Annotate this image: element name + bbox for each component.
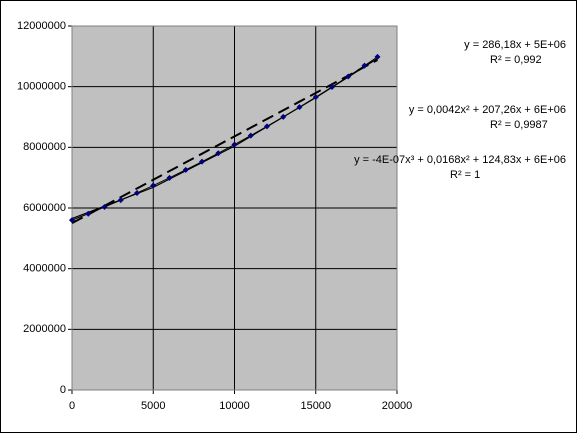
marker: [101, 204, 108, 211]
marker: [312, 94, 319, 101]
trendline-equation: R² = 1: [450, 169, 480, 181]
series-line: [71, 56, 378, 221]
trendline-equation: y = 0,0042x² + 207,26x + 6E+06: [409, 104, 566, 116]
x-tick-label: 0: [69, 400, 75, 412]
y-tick-label: 6000000: [23, 202, 66, 214]
x-tick-label: 20000: [382, 400, 413, 412]
marker: [264, 123, 270, 130]
trendline-equation: R² = 0,9987: [490, 119, 548, 131]
marker: [215, 150, 222, 157]
x-tick-label: 5000: [141, 400, 165, 412]
x-tick-label: 10000: [219, 400, 250, 412]
y-tick-label: 4000000: [23, 263, 66, 275]
marker: [296, 104, 303, 111]
marker: [280, 113, 287, 120]
y-tick-label: 10000000: [17, 81, 66, 93]
y-tick-label: 2000000: [23, 323, 66, 335]
plot-border: [71, 25, 398, 391]
y-tick-label: 12000000: [17, 20, 66, 32]
marker: [134, 189, 140, 196]
trendline: [71, 59, 378, 225]
y-tick-label: 0: [60, 384, 66, 396]
marker: [182, 166, 189, 173]
trendline-equation: y = 286,18x + 5E+06: [464, 39, 566, 51]
marker: [166, 174, 173, 181]
marker: [117, 197, 124, 204]
marker: [345, 73, 352, 80]
marker: [361, 62, 368, 69]
marker: [150, 182, 157, 189]
x-tick-label: 15000: [300, 400, 331, 412]
marker: [199, 158, 205, 165]
marker: [329, 83, 335, 90]
trendline-equation: R² = 0,992: [490, 54, 542, 66]
marker: [374, 53, 381, 60]
marker: [69, 217, 75, 224]
trendline-equation: y = -4E-07x³ + 0,0168x² + 124,83x + 6E+0…: [354, 154, 566, 166]
marker: [231, 141, 238, 148]
marker: [85, 210, 92, 217]
marker: [247, 132, 254, 139]
y-tick-label: 8000000: [23, 141, 66, 153]
